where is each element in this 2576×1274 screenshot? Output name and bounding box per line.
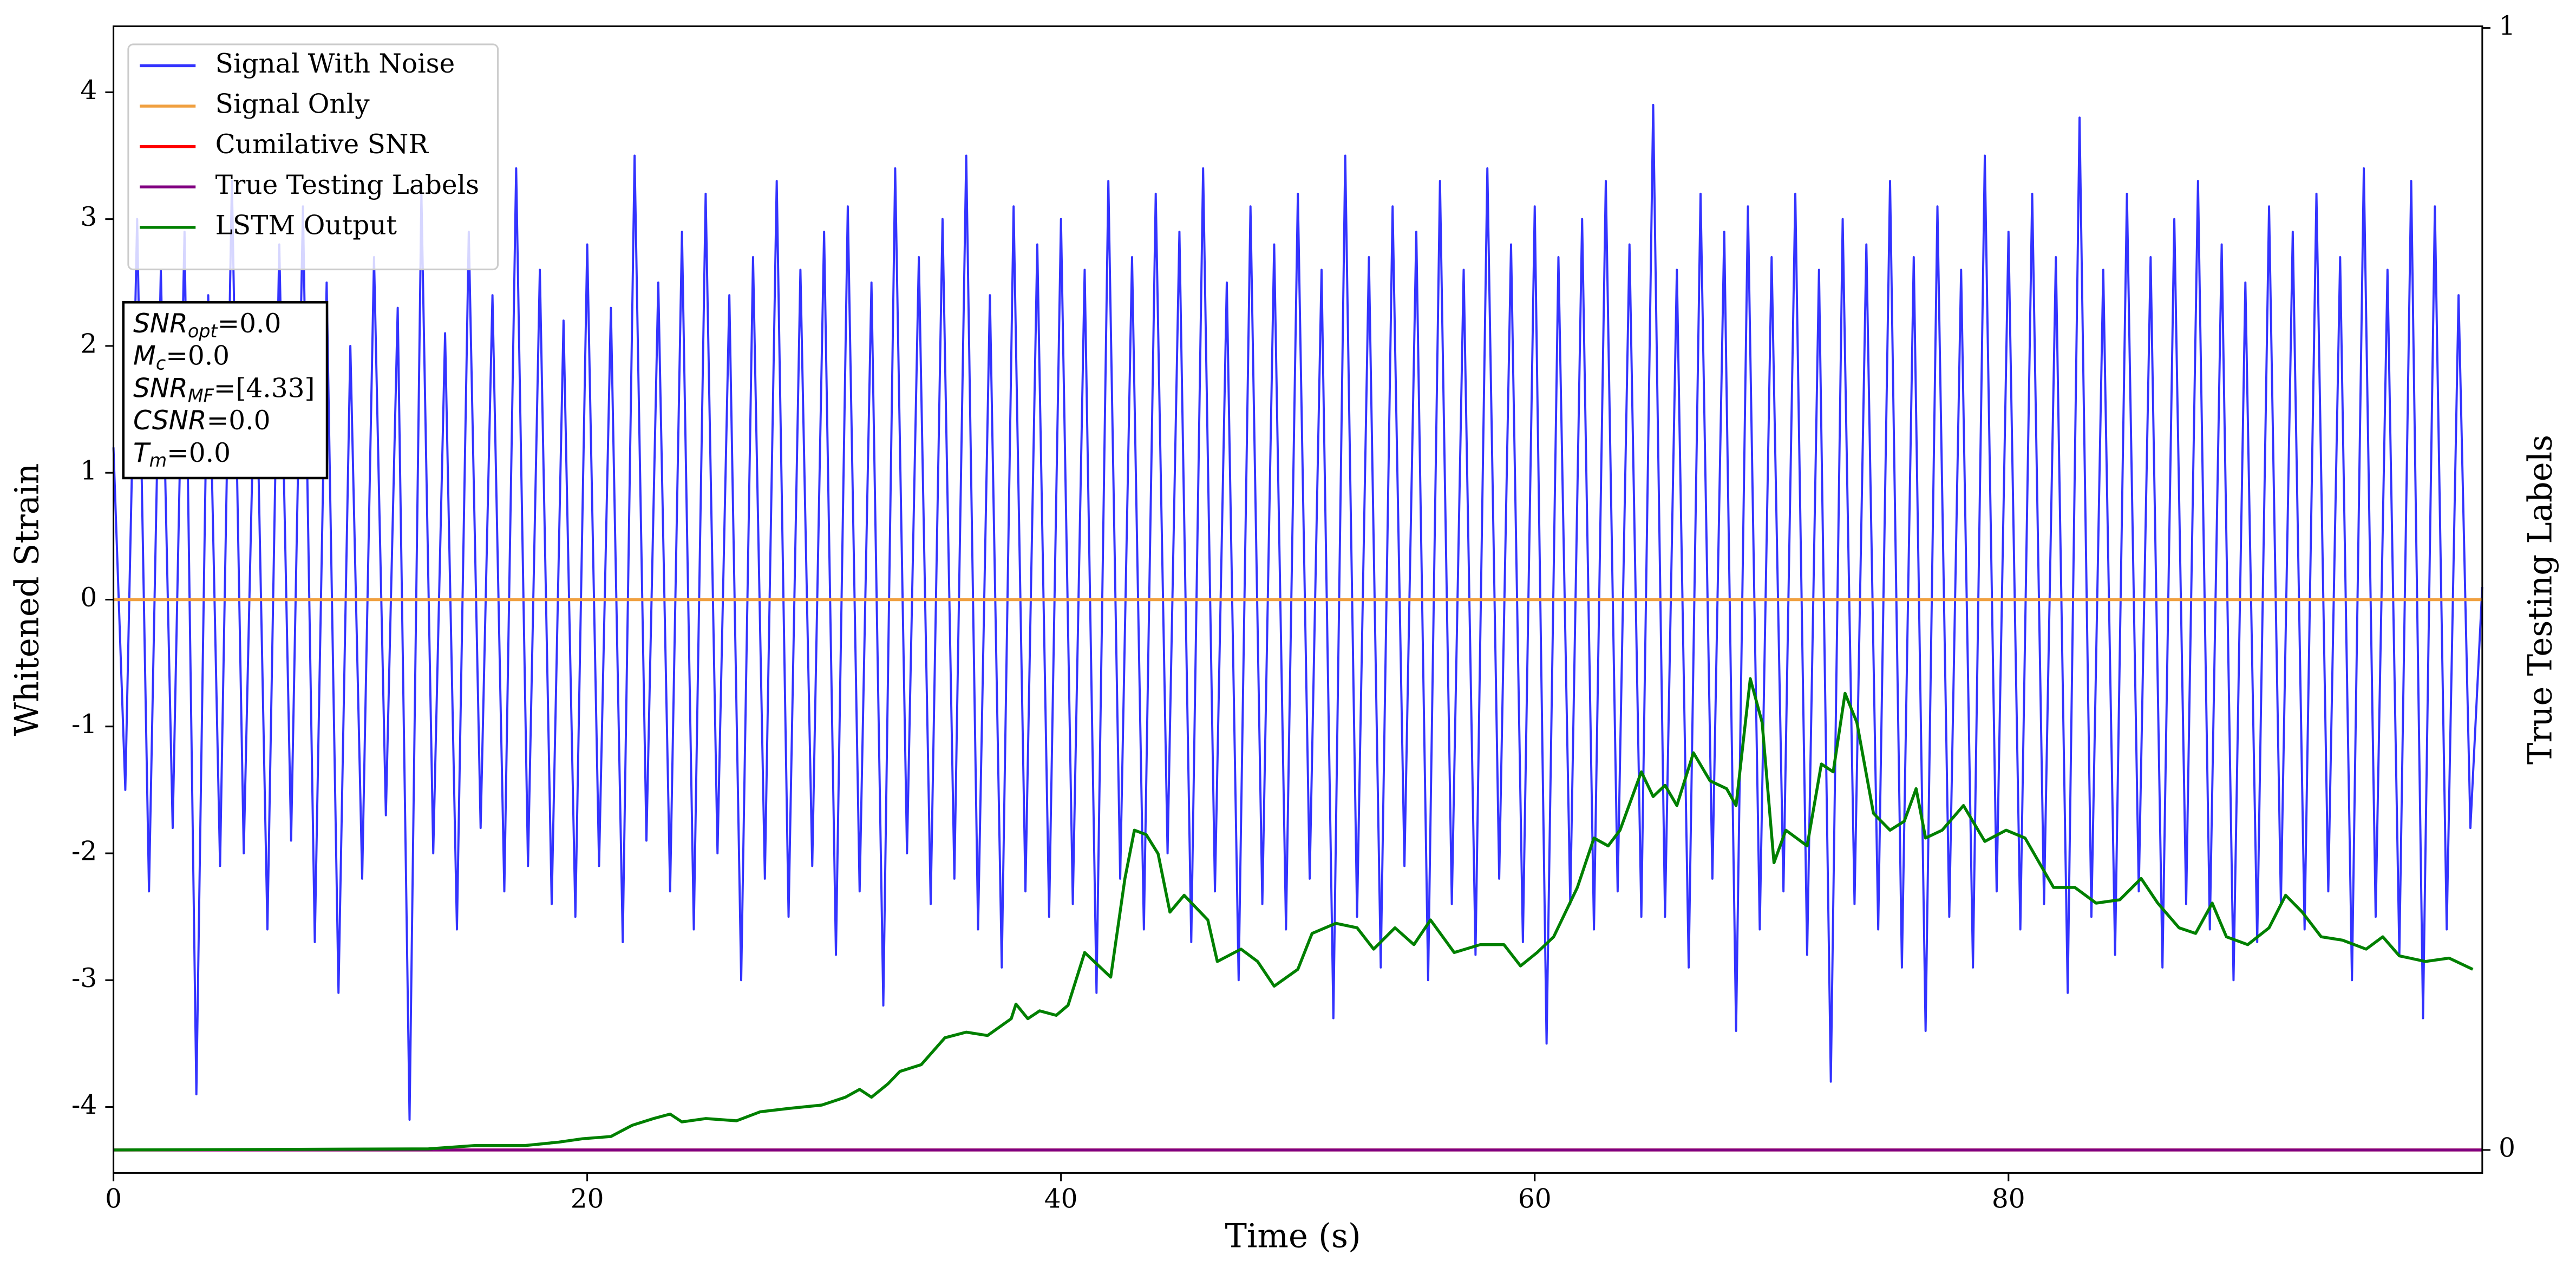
annotation-symbol: CSNR (133, 406, 207, 436)
annotation-subscript: c (156, 352, 166, 374)
annotation-text: =0.0 (167, 437, 231, 468)
y-tick-label: -3 (71, 963, 97, 994)
y-axis-label: Whitened Strain (8, 463, 46, 736)
annotation-text: =0.0 (166, 341, 230, 371)
annotation-line: CSNR=0.0 (133, 406, 270, 436)
annotation-symbol: SNR (133, 373, 188, 403)
annotation-line: SNRopt=0.0 (133, 308, 281, 341)
annotation-text: =0.0 (217, 308, 281, 338)
annotation-line: SNRMF=[4.33] (133, 373, 315, 406)
legend-box (127, 43, 499, 271)
annotation-symbol: SNR (133, 309, 188, 339)
annotation-line: Mc=0.0 (133, 341, 230, 374)
x-tick-label: 40 (1044, 1184, 1078, 1214)
x-axis-label: Time (s) (1225, 1217, 1361, 1255)
x-tick-label: 0 (105, 1184, 122, 1214)
annotation-frame (122, 301, 329, 480)
annotation-text: =[4.33] (214, 373, 315, 403)
y2-tick-label: 0 (2499, 1133, 2515, 1163)
plot-area (112, 103, 2483, 1152)
x-tick-label: 20 (571, 1184, 604, 1214)
y-tick-label: 2 (80, 329, 97, 359)
annotation-line: Tm=0.0 (133, 437, 231, 471)
y-tick-label: 4 (80, 75, 97, 106)
y2-axis-label: True Testing Labels (2522, 435, 2560, 765)
y-tick-label: 3 (80, 202, 97, 232)
y-tick-label: -2 (71, 837, 97, 867)
legend: Signal With Noise Signal Only Cumilative S… (127, 43, 499, 271)
annotation-text: =0.0 (207, 406, 271, 436)
series-line (112, 103, 2483, 1121)
annotation-subscript: opt (188, 320, 219, 341)
y2-tick-label: 1 (2499, 11, 2515, 41)
annotation-subscript: m (149, 449, 167, 471)
y-tick-label: -4 (71, 1090, 97, 1120)
y-tick-label: 1 (80, 456, 97, 486)
annotation-box: SNRopt=0.0Mc=0.0SNRMF=[4.33]CSNR=0.0Tm=0… (122, 301, 329, 480)
y-tick-label: 0 (80, 583, 97, 613)
x-tick-label: 80 (1992, 1184, 2025, 1214)
legend-label: Signal Only (215, 89, 370, 120)
annotation-symbol: T (133, 438, 151, 468)
annotation-subscript: MF (188, 385, 214, 406)
legend-label: Cumilative SNR (215, 129, 429, 160)
x-tick-label: 60 (1518, 1184, 1552, 1214)
legend-label: LSTM Output (215, 210, 397, 240)
legend-label: Signal With Noise (215, 49, 455, 79)
legend-label: True Testing Labels (215, 170, 479, 200)
series-line (113, 677, 2474, 1152)
y-tick-label: -1 (71, 709, 97, 740)
annotation-symbol: M (133, 341, 156, 371)
